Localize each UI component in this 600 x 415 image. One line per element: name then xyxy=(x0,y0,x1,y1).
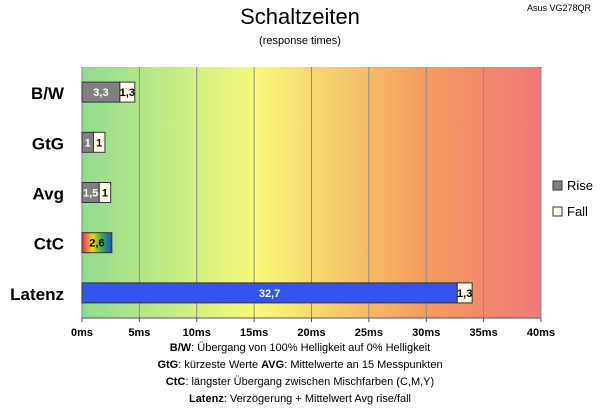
chart-title: Schaltzeiten xyxy=(240,4,360,29)
x-tick-label-0: 0ms xyxy=(71,327,93,339)
x-tick-label-20: 20ms xyxy=(297,327,325,339)
monitor-model: Asus VG278QR xyxy=(526,3,591,13)
notes-block: B/W: Übergang von 100% Helligkeit auf 0%… xyxy=(0,340,600,408)
bar-fall-label-b-w: 1,3 xyxy=(120,87,135,99)
category-label-latenz: Latenz xyxy=(10,285,64,304)
x-tick-label-35: 35ms xyxy=(470,327,498,339)
legend-label-rise: Rise xyxy=(567,178,593,193)
category-label-ctc: CtC xyxy=(34,235,64,254)
legend-swatch-rise xyxy=(552,180,563,191)
gridlines xyxy=(81,67,542,322)
x-tick-label-15: 15ms xyxy=(240,327,268,339)
bar-fall-label-latenz: 1,3 xyxy=(457,288,472,300)
category-label-gtg: GtG xyxy=(32,134,64,153)
note-text-latenz: : Verzögerung + Mittelwert Avg rise/fall xyxy=(223,393,412,405)
chart-subtitle: (response times) xyxy=(259,35,341,47)
x-tick-label-40: 40ms xyxy=(527,327,555,339)
note-key-gtg: GtG xyxy=(157,359,179,371)
note-text-bw: : Übergang von 100% Helligkeit auf 0% He… xyxy=(191,342,431,354)
legend-label-fall: Fall xyxy=(567,204,588,219)
bar-rise-ctc xyxy=(81,232,113,254)
x-tick-label-25: 25ms xyxy=(355,327,383,339)
bar-rise-label-b-w: 3,3 xyxy=(93,87,108,99)
bar-fall-label-gtg: 1 xyxy=(96,137,102,149)
bar-fall-label-avg: 1 xyxy=(102,188,108,200)
note-line-gtg-avg: GtG: kürzeste Werte AVG: Mittelwerte an … xyxy=(0,357,600,374)
note-line-bw: B/W: Übergang von 100% Helligkeit auf 0%… xyxy=(0,340,600,357)
x-tick-label-5: 5ms xyxy=(128,327,150,339)
bar-fall-latenz xyxy=(456,282,473,304)
bar-rise-label-avg: 1,5 xyxy=(83,188,98,200)
bar-fall-avg xyxy=(98,182,112,203)
bar-rise-label-ctc: 2,6 xyxy=(89,238,104,250)
category-labels: B/W GtG Avg CtC Latenz xyxy=(10,84,65,304)
note-text-avg: : Mittelwerte an 15 Messpunkten xyxy=(284,359,443,371)
bars: 3,3 1,31 11,5 12,632,7 1,3 xyxy=(81,81,473,304)
legend-swatch-fall xyxy=(552,206,563,217)
bar-fall-gtg xyxy=(92,131,106,153)
note-key-latenz: Latenz xyxy=(188,393,224,405)
category-label-b-w: B/W xyxy=(31,84,65,103)
x-tick-labels: 0ms 5ms 10ms 15ms 20ms 25ms 30ms 35ms 40ms xyxy=(71,327,555,339)
x-tick-label-30: 30ms xyxy=(412,327,440,339)
legend: Rise Fall xyxy=(552,178,593,219)
note-key-bw: B/W xyxy=(169,342,192,354)
note-line-latenz: Latenz: Verzögerung + Mittelwert Avg ris… xyxy=(0,391,600,408)
note-key-avg: AVG xyxy=(261,359,285,371)
note-text-gtg: : kürzeste Werte xyxy=(178,359,259,371)
bar-rise-label-gtg: 1 xyxy=(85,137,91,149)
note-text-ctc: : längster Übergang zwischen Mischfarben… xyxy=(185,376,435,388)
bar-fall-b-w xyxy=(119,81,136,103)
bar-rise-label-latenz: 32,7 xyxy=(259,288,280,300)
note-line-ctc: CtC: längster Übergang zwischen Mischfar… xyxy=(0,374,600,391)
category-label-avg: Avg xyxy=(33,185,65,204)
x-tick-label-10: 10ms xyxy=(183,327,211,339)
note-key-ctc: CtC xyxy=(165,376,186,388)
